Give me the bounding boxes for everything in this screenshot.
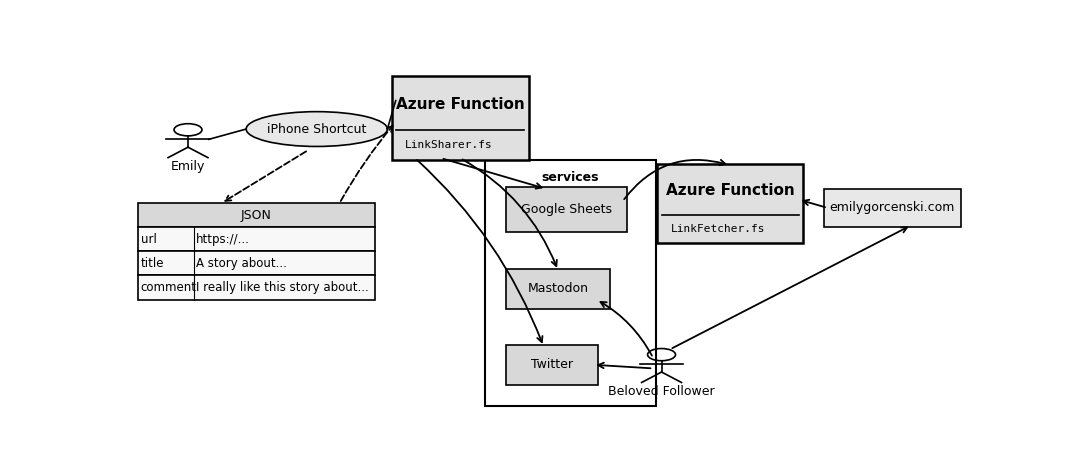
Text: A story about...: A story about...	[196, 257, 287, 270]
FancyBboxPatch shape	[138, 203, 375, 227]
FancyBboxPatch shape	[391, 76, 528, 160]
Text: LinkSharer.fs: LinkSharer.fs	[405, 139, 492, 149]
FancyBboxPatch shape	[138, 276, 375, 300]
Text: services: services	[541, 171, 599, 184]
Text: title: title	[140, 257, 164, 270]
Text: Google Sheets: Google Sheets	[521, 203, 612, 216]
Text: iPhone Shortcut: iPhone Shortcut	[267, 122, 367, 136]
FancyBboxPatch shape	[823, 189, 961, 227]
FancyBboxPatch shape	[138, 227, 375, 252]
Text: Beloved Follower: Beloved Follower	[608, 385, 715, 398]
Text: Emily: Emily	[170, 160, 205, 173]
Text: I really like this story about...: I really like this story about...	[196, 281, 369, 294]
Text: Mastodon: Mastodon	[527, 282, 589, 295]
Text: LinkFetcher.fs: LinkFetcher.fs	[671, 224, 765, 234]
Text: url: url	[140, 233, 157, 246]
Text: Azure Function: Azure Function	[666, 183, 794, 198]
Text: JSON: JSON	[241, 209, 272, 222]
FancyBboxPatch shape	[506, 187, 627, 232]
Text: https://...: https://...	[196, 233, 250, 246]
Text: Twitter: Twitter	[531, 358, 572, 371]
Text: emilygorcenski.com: emilygorcenski.com	[830, 202, 955, 214]
Text: Azure Function: Azure Function	[396, 97, 524, 112]
Ellipse shape	[247, 112, 387, 146]
FancyBboxPatch shape	[138, 252, 375, 276]
FancyBboxPatch shape	[506, 345, 597, 385]
Text: comment: comment	[140, 281, 196, 294]
FancyBboxPatch shape	[657, 163, 803, 244]
FancyBboxPatch shape	[506, 268, 610, 309]
